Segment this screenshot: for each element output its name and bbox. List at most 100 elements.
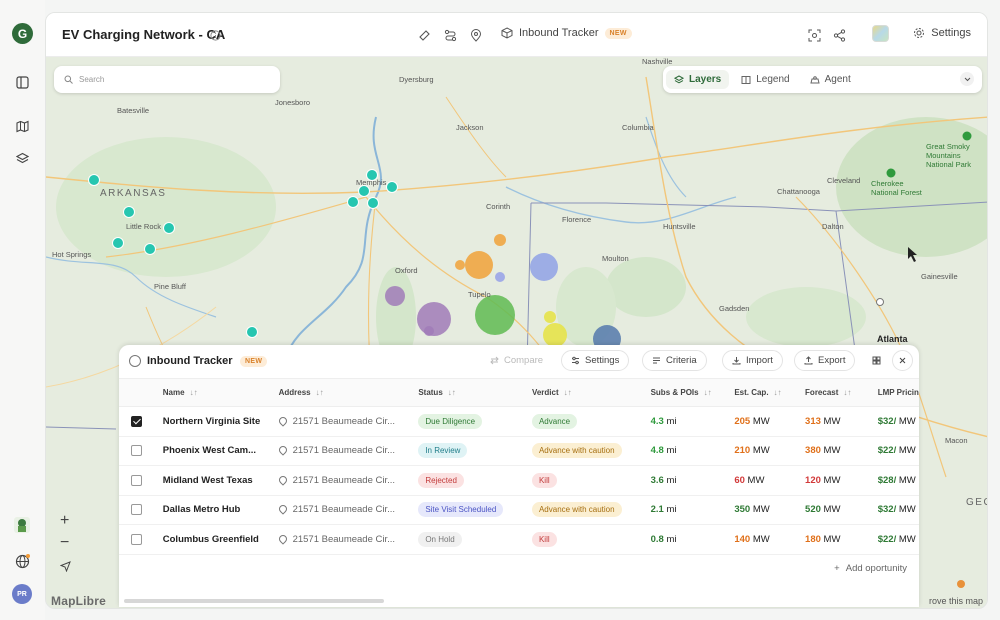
grid-view-icon[interactable] — [866, 350, 887, 371]
compare-icon — [490, 356, 499, 365]
sliders-icon — [572, 356, 579, 365]
map-icon[interactable] — [12, 116, 32, 136]
main-frame: EV Charging Network - CA Inbound Tracker… — [45, 12, 988, 609]
agent-icon — [809, 75, 820, 83]
panel-icon[interactable] — [12, 72, 32, 92]
row-verdict: Advance with caution — [523, 495, 643, 525]
map-label-corinth: Corinth — [486, 202, 511, 211]
row-checkbox[interactable] — [131, 504, 142, 516]
row-name[interactable]: Dallas Metro Hub — [154, 495, 271, 525]
row-checkbox[interactable] — [131, 445, 142, 457]
criteria-button[interactable]: Criteria — [642, 350, 707, 371]
col-name[interactable]: Name ↓↑ — [154, 378, 271, 407]
horizontal-scrollbar[interactable] — [124, 599, 384, 603]
close-panel-button[interactable] — [892, 350, 913, 371]
add-opportunity-button[interactable]: + Add oportunity — [834, 563, 907, 574]
map-label-gainesville: Gainesville — [921, 272, 958, 281]
import-icon — [732, 357, 741, 365]
table-row[interactable]: Columbus Greenfield 21571 Beaumeade Cir..… — [119, 524, 919, 555]
table-row[interactable]: Dallas Metro Hub 21571 Beaumeade Cir... Si… — [119, 495, 919, 525]
sort-icon[interactable]: ↓↑ — [315, 388, 324, 397]
map-label-chattanooga: Chattanooga — [777, 187, 820, 196]
app-logo[interactable]: G — [12, 23, 33, 44]
col-forecast[interactable]: Forecast ↓↑ — [797, 378, 870, 407]
plus-icon: + — [834, 563, 840, 574]
table-row[interactable]: Northern Virginia Site 21571 Beaumeade Ci… — [119, 406, 919, 437]
settings-label: Settings — [931, 27, 971, 39]
col-address[interactable]: Address ↓↑ — [270, 378, 411, 407]
col-cap[interactable]: Est. Cap. ↓↑ — [726, 378, 798, 407]
table-row[interactable]: Midland West Texas 21571 Beaumeade Cir...… — [119, 465, 919, 496]
table-header-row: Name ↓↑ Address ↓↑ Status ↓↑ Verdict ↓↑ Subs… — [119, 378, 919, 407]
tab-agent[interactable]: Agent — [802, 70, 859, 89]
map-search-input[interactable]: Search — [54, 66, 280, 93]
row-name[interactable]: Columbus Greenfield — [154, 524, 271, 555]
sort-icon[interactable]: ↓↑ — [189, 388, 198, 397]
col-lmp[interactable]: LMP Pricin — [869, 378, 919, 407]
col-verdict[interactable]: Verdict ↓↑ — [523, 378, 643, 407]
row-checkbox[interactable] — [131, 474, 142, 486]
map-label-atlanta: Atlanta — [877, 334, 908, 344]
new-badge: NEW — [604, 27, 632, 39]
page-title: EV Charging Network - CA — [62, 27, 226, 42]
zoom-in-button[interactable]: + — [60, 512, 70, 529]
mascot-avatar[interactable] — [12, 515, 32, 535]
scan-icon[interactable] — [805, 26, 823, 44]
col-status[interactable]: Status ↓↑ — [410, 378, 524, 407]
improve-map-link[interactable]: rove this map — [928, 596, 983, 606]
user-avatar[interactable]: PR — [12, 584, 32, 604]
maplibre-attribution[interactable]: MapLibre — [51, 594, 106, 608]
tab-layers[interactable]: Layers — [666, 70, 730, 89]
import-button[interactable]: Import — [722, 350, 783, 371]
sort-icon[interactable]: ↓↑ — [447, 388, 456, 397]
row-status: In Review — [410, 436, 524, 466]
chevron-down-icon[interactable] — [960, 72, 974, 86]
map-label-cherokee: Cherokee National Forest — [871, 179, 922, 197]
map-style-swatch[interactable] — [872, 25, 889, 42]
sort-icon[interactable]: ↓↑ — [703, 388, 712, 397]
tracker-table: Name ↓↑ Address ↓↑ Status ↓↑ Verdict ↓↑ Subs… — [119, 378, 919, 555]
map-label-nashville: Nashville — [642, 57, 673, 66]
layers-icon[interactable] — [12, 148, 32, 168]
row-cap: 205 MW — [726, 406, 798, 437]
location-pin-icon[interactable] — [467, 26, 485, 44]
map-label-dyersburg: Dyersburg — [399, 75, 434, 84]
share-icon[interactable] — [830, 26, 848, 44]
row-verdict: Kill — [523, 524, 643, 555]
sort-icon[interactable]: ↓↑ — [773, 388, 782, 397]
row-subs: 4.3 mi — [642, 406, 727, 437]
sort-icon[interactable]: ↓↑ — [563, 388, 572, 397]
verdict-badge: Advance with caution — [531, 443, 622, 459]
tab-legend[interactable]: Legend — [733, 70, 797, 89]
row-forecast: 380 MW — [797, 436, 870, 466]
row-checkbox[interactable] — [131, 533, 142, 545]
row-name[interactable]: Northern Virginia Site — [154, 406, 271, 437]
book-icon — [741, 75, 751, 84]
navigate-icon[interactable] — [59, 561, 71, 575]
map-label-dalton: Dalton — [822, 222, 844, 231]
row-checkbox[interactable] — [131, 415, 142, 427]
tab-legend-label: Legend — [756, 74, 790, 85]
sort-icon[interactable]: ↓↑ — [843, 388, 852, 397]
ruler-icon[interactable] — [415, 26, 433, 44]
row-name[interactable]: Midland West Texas — [154, 465, 271, 496]
inbound-tracker-tab[interactable]: Inbound Tracker NEW — [501, 27, 632, 39]
route-icon[interactable] — [441, 26, 459, 44]
panel-new-badge: NEW — [240, 356, 268, 367]
map-canvas[interactable]: ARKANSAS Nashville Atlanta Memphis Jacks… — [46, 57, 987, 608]
export-button[interactable]: Export — [794, 350, 856, 371]
map-label-gadsden: Gadsden — [719, 304, 750, 313]
compare-button[interactable]: Compare — [480, 350, 554, 371]
status-badge: Due Diligence — [418, 413, 483, 429]
map-label-arkansas: ARKANSAS — [100, 188, 167, 199]
panel-settings-button[interactable]: Settings — [561, 350, 630, 371]
row-cap: 60 MW — [726, 465, 798, 496]
row-status: Rejected — [410, 465, 524, 496]
row-name[interactable]: Phoenix West Cam... — [154, 436, 271, 466]
col-subs[interactable]: Subs & POIs ↓↑ — [642, 378, 727, 407]
globe-icon[interactable] — [12, 551, 32, 571]
settings-button[interactable]: Settings — [913, 27, 971, 39]
table-row[interactable]: Phoenix West Cam... 21571 Beaumeade Cir..… — [119, 436, 919, 466]
info-icon[interactable] — [206, 26, 224, 44]
zoom-out-button[interactable]: − — [60, 534, 70, 551]
